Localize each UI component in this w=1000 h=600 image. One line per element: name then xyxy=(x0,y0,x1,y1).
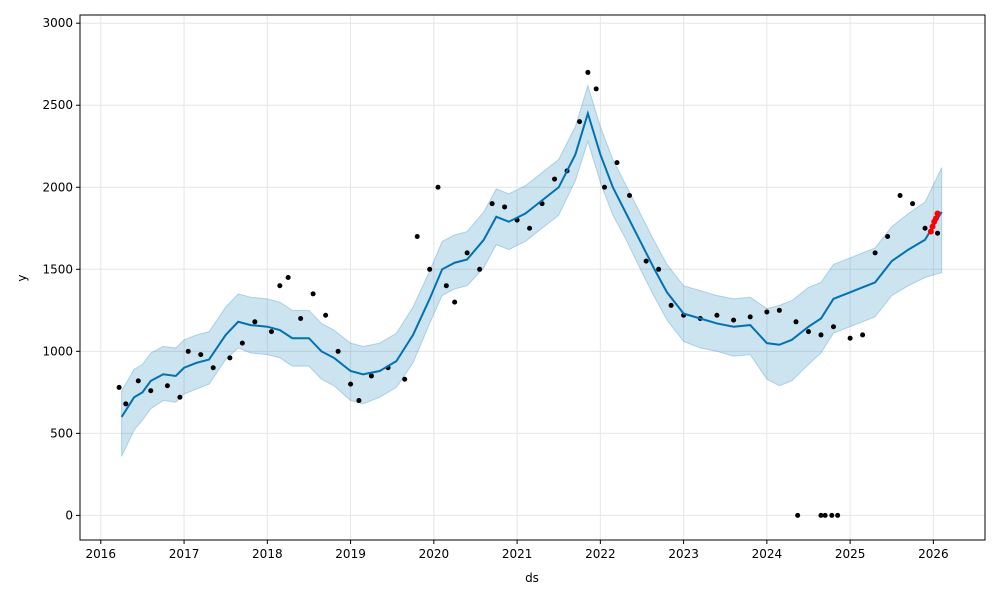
x-tick-label: 2026 xyxy=(918,547,949,561)
data-point xyxy=(123,401,129,407)
data-point xyxy=(527,225,533,231)
data-point xyxy=(776,307,782,313)
x-axis: 2016 2017 2018 2019 2020 2021 2022 2023 2024 2025… xyxy=(86,540,949,561)
data-point xyxy=(502,204,508,210)
data-point xyxy=(402,376,408,382)
data-point xyxy=(148,388,154,394)
highlight-point xyxy=(934,210,941,217)
data-point xyxy=(795,512,801,518)
data-point xyxy=(847,335,853,341)
data-point xyxy=(805,329,811,335)
forecast-line xyxy=(120,110,943,418)
data-point xyxy=(764,309,770,315)
data-point xyxy=(829,512,835,518)
x-tick-label: 2025 xyxy=(835,547,866,561)
data-point xyxy=(822,512,828,518)
y-tick-label: 500 xyxy=(50,426,73,440)
data-point xyxy=(356,398,362,404)
data-point xyxy=(348,381,354,387)
x-tick-label: 2022 xyxy=(585,547,616,561)
y-tick-label: 1500 xyxy=(42,262,73,276)
x-tick-label: 2021 xyxy=(502,547,533,561)
x-tick-label: 2016 xyxy=(86,547,117,561)
data-point xyxy=(252,319,258,325)
data-point xyxy=(489,201,495,207)
data-point xyxy=(464,250,470,256)
forecast-trend xyxy=(120,110,943,418)
x-axis-label: ds xyxy=(525,571,539,585)
data-point xyxy=(310,291,316,297)
data-point xyxy=(116,384,122,390)
data-point xyxy=(835,512,841,518)
data-point xyxy=(552,176,558,182)
data-point xyxy=(885,233,891,239)
highlight-points xyxy=(927,210,941,235)
data-point xyxy=(298,316,304,322)
data-point xyxy=(830,324,836,330)
data-point xyxy=(860,332,866,338)
data-point xyxy=(668,302,674,308)
data-point xyxy=(198,352,204,358)
data-point xyxy=(477,266,483,272)
data-point xyxy=(897,192,903,198)
y-tick-label: 1000 xyxy=(42,344,73,358)
x-tick-label: 2019 xyxy=(335,547,366,561)
y-axis: 0 500 1000 1500 2000 2500 3000 xyxy=(42,16,80,522)
data-point xyxy=(585,69,591,75)
observed-points xyxy=(116,69,941,518)
data-point xyxy=(227,355,233,361)
y-tick-label: 2000 xyxy=(42,180,73,194)
x-tick-label: 2018 xyxy=(252,547,283,561)
y-tick-label: 0 xyxy=(65,508,73,522)
plot-frame xyxy=(79,14,986,541)
data-point xyxy=(818,512,824,518)
highlight-point xyxy=(927,228,934,235)
data-point xyxy=(414,233,420,239)
data-point xyxy=(577,119,583,125)
data-point xyxy=(135,378,141,384)
x-tick-label: 2023 xyxy=(668,547,699,561)
data-point xyxy=(731,317,737,323)
data-point xyxy=(277,283,283,289)
data-point xyxy=(793,319,799,325)
data-point xyxy=(872,250,878,256)
data-point xyxy=(185,348,191,354)
data-point xyxy=(643,258,649,264)
highlight-point xyxy=(929,223,936,230)
data-point xyxy=(435,184,441,190)
y-tick-label: 3000 xyxy=(42,16,73,30)
data-point xyxy=(443,283,449,289)
data-point xyxy=(593,86,599,92)
data-point xyxy=(614,160,620,166)
y-tick-label: 2500 xyxy=(42,98,73,112)
data-point xyxy=(268,329,274,335)
x-tick-label: 2020 xyxy=(419,547,450,561)
data-point xyxy=(335,348,341,354)
data-point xyxy=(922,225,928,231)
data-point xyxy=(164,383,170,389)
data-point xyxy=(210,365,216,371)
x-tick-label: 2017 xyxy=(169,547,200,561)
data-point xyxy=(368,373,374,379)
x-tick-label: 2024 xyxy=(752,547,783,561)
highlight-point xyxy=(932,215,939,222)
data-point xyxy=(910,201,916,207)
data-point xyxy=(602,184,608,190)
data-point xyxy=(818,332,824,338)
y-axis-label: y xyxy=(15,274,29,281)
data-point xyxy=(427,266,433,272)
data-point xyxy=(747,314,753,320)
data-point xyxy=(285,275,291,280)
data-point xyxy=(452,299,458,305)
data-point xyxy=(239,340,245,346)
grid xyxy=(80,15,985,540)
data-point xyxy=(626,192,632,198)
data-point xyxy=(177,394,183,400)
data-point xyxy=(323,312,329,318)
data-point xyxy=(656,266,662,272)
data-point xyxy=(714,312,720,318)
data-point xyxy=(935,230,941,236)
